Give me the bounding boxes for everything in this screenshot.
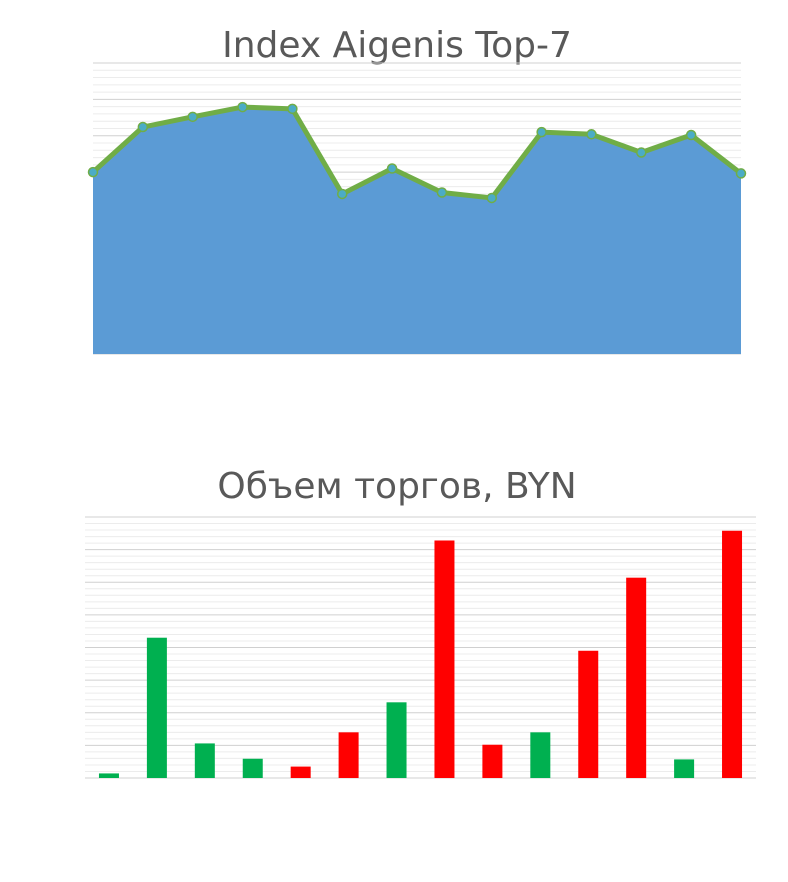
data-point (685, 129, 697, 141)
data-point (87, 166, 99, 178)
bar (626, 577, 647, 778)
data-point (386, 163, 398, 174)
data-point (187, 111, 198, 123)
bar (242, 758, 263, 778)
data-point (436, 187, 448, 198)
data-point (137, 121, 149, 133)
data-point (287, 103, 298, 115)
bar (194, 743, 215, 778)
volume-bar-chart: Объем торгов, BYN (85, 466, 756, 779)
data-point (336, 188, 348, 200)
bar (146, 637, 167, 778)
bar (674, 759, 695, 778)
data-point (536, 126, 547, 138)
bar (434, 540, 455, 778)
data-point (237, 101, 248, 113)
bar (290, 766, 311, 778)
area-fill (93, 107, 741, 354)
bar (530, 732, 551, 778)
data-point (586, 129, 597, 140)
bar (722, 530, 743, 778)
bar (482, 744, 503, 778)
chart2-title: Объем торгов, BYN (217, 466, 576, 507)
chart1-title: Index Aigenis Top-7 (222, 25, 572, 66)
bar (98, 773, 119, 778)
index-area-chart: Index Aigenis Top-7 (87, 25, 747, 355)
bar (386, 702, 407, 778)
series-line (91, 104, 743, 201)
bar (578, 650, 599, 778)
data-point (735, 168, 747, 179)
data-point (486, 192, 498, 204)
data-point (636, 147, 647, 158)
bar (338, 732, 359, 778)
